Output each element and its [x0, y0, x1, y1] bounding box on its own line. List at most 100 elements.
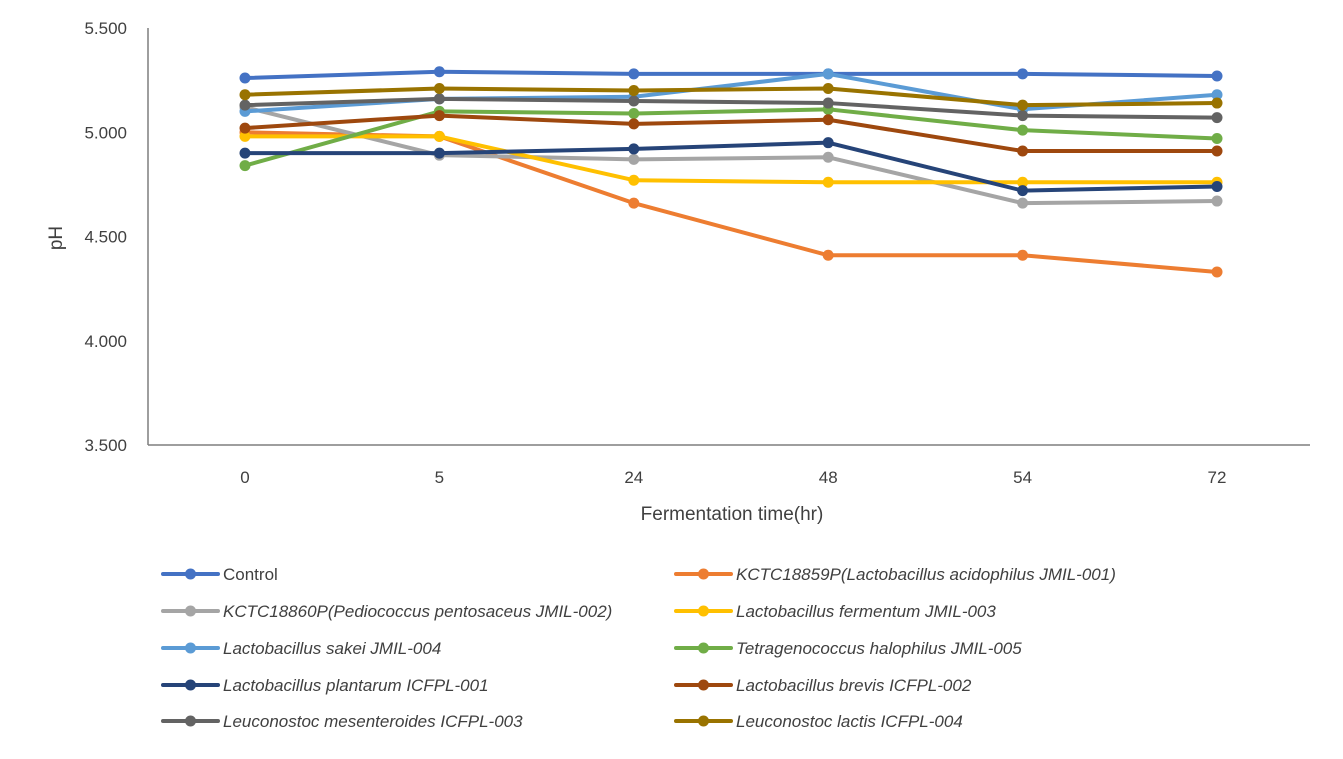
legend-item: Control	[161, 565, 278, 584]
legend-item: Lactobacillus sakei JMIL-004	[161, 639, 441, 658]
y-tick-label: 4.500	[84, 228, 127, 247]
legend: Control KCTC18859P(Lactobacillus acidophi…	[161, 565, 1116, 731]
x-tick-label: 48	[819, 468, 838, 487]
data-point	[433, 66, 445, 78]
data-point	[1211, 133, 1223, 145]
data-point	[433, 130, 445, 142]
legend-label: Tetragenococcus halophilus JMIL-005	[736, 639, 1022, 658]
legend-item: Leuconostoc mesenteroides ICFPL-003	[161, 712, 523, 731]
y-tick-label: 3.500	[84, 436, 127, 455]
legend-item: Lactobacillus plantarum ICFPL-001	[161, 676, 489, 695]
data-point	[239, 99, 251, 111]
legend-label: KCTC18860P(Pediococcus pentosaceus JMIL-…	[223, 602, 612, 621]
y-axis-ticks: 3.500 4.000 4.500 5.000 5.500	[84, 19, 127, 455]
legend-label: Lactobacillus brevis ICFPL-002	[736, 676, 972, 695]
series-line	[243, 107, 1219, 168]
data-point	[1211, 266, 1223, 278]
data-point	[239, 147, 251, 159]
data-point	[1017, 110, 1029, 122]
data-point	[1211, 97, 1223, 109]
legend-item: Lactobacillus fermentum JMIL-003	[674, 602, 996, 621]
data-point	[1017, 197, 1029, 209]
data-point	[1017, 99, 1029, 111]
x-tick-label: 0	[240, 468, 249, 487]
x-tick-label: 72	[1208, 468, 1227, 487]
data-point	[1017, 68, 1029, 80]
data-point	[1017, 249, 1029, 261]
y-tick-label: 5.500	[84, 19, 127, 38]
series-8	[239, 110, 1223, 157]
data-point	[1211, 112, 1223, 124]
legend-label: Control	[223, 565, 278, 584]
legend-item: KCTC18859P(Lactobacillus acidophilus JMI…	[674, 565, 1116, 584]
series-line	[243, 96, 1219, 120]
y-tick-label: 4.000	[84, 332, 127, 351]
data-point	[822, 114, 834, 126]
legend-label: KCTC18859P(Lactobacillus acidophilus JMI…	[736, 565, 1116, 584]
data-point	[433, 147, 445, 159]
series-10	[239, 82, 1223, 111]
series-group	[239, 66, 1223, 278]
axes	[147, 28, 1310, 446]
data-point	[822, 249, 834, 261]
legend-label: Lactobacillus plantarum ICFPL-001	[223, 676, 489, 695]
series-1	[239, 66, 1223, 84]
legend-swatch-marker	[698, 642, 709, 654]
data-point	[822, 176, 834, 188]
data-point	[239, 130, 251, 142]
data-point	[239, 89, 251, 101]
legend-swatch-marker	[185, 568, 196, 580]
x-axis-ticks: 0 5 24 48 54 72	[240, 468, 1226, 487]
legend-item: Leuconostoc lactis ICFPL-004	[674, 712, 963, 731]
series-line	[243, 140, 1219, 193]
data-point	[239, 160, 251, 172]
data-point	[822, 68, 834, 80]
legend-swatch-marker	[185, 715, 196, 727]
legend-item: Lactobacillus brevis ICFPL-002	[674, 676, 972, 695]
series-line	[243, 113, 1219, 154]
data-point	[1211, 145, 1223, 157]
series-9	[239, 93, 1223, 124]
legend-swatch-marker	[698, 605, 709, 617]
legend-item: KCTC18860P(Pediococcus pentosaceus JMIL-…	[161, 602, 612, 621]
legend-swatch-marker	[698, 568, 709, 580]
data-point	[822, 151, 834, 163]
legend-swatch-marker	[185, 605, 196, 617]
data-point	[628, 197, 640, 209]
data-point	[822, 97, 834, 109]
data-point	[1017, 185, 1029, 197]
data-point	[628, 85, 640, 97]
data-point	[1211, 89, 1223, 101]
legend-swatch-marker	[698, 715, 709, 727]
data-point	[628, 95, 640, 107]
data-point	[433, 82, 445, 94]
series-line	[243, 105, 1219, 206]
data-point	[822, 82, 834, 94]
data-point	[822, 137, 834, 149]
data-point	[433, 110, 445, 122]
series-line	[243, 86, 1219, 108]
data-point	[628, 118, 640, 130]
y-axis-title: pH	[46, 226, 67, 250]
data-point	[1211, 180, 1223, 192]
x-axis-title: Fermentation time(hr)	[641, 504, 824, 525]
series-line	[243, 134, 1219, 185]
data-point	[239, 122, 251, 134]
series-7	[239, 137, 1223, 197]
data-point	[239, 72, 251, 84]
data-point	[433, 93, 445, 105]
legend-label: Leuconostoc mesenteroides ICFPL-003	[223, 712, 523, 731]
x-tick-label: 5	[435, 468, 444, 487]
y-tick-label: 5.000	[84, 123, 127, 142]
legend-swatch-marker	[185, 679, 196, 691]
legend-swatch-marker	[698, 679, 709, 691]
data-point	[628, 143, 640, 155]
legend-item: Tetragenococcus halophilus JMIL-005	[674, 639, 1022, 658]
x-tick-label: 54	[1013, 468, 1032, 487]
x-tick-label: 24	[624, 468, 643, 487]
legend-label: Leuconostoc lactis ICFPL-004	[736, 712, 963, 731]
data-point	[1017, 176, 1029, 188]
data-point	[628, 68, 640, 80]
legend-label: Lactobacillus fermentum JMIL-003	[736, 602, 996, 621]
